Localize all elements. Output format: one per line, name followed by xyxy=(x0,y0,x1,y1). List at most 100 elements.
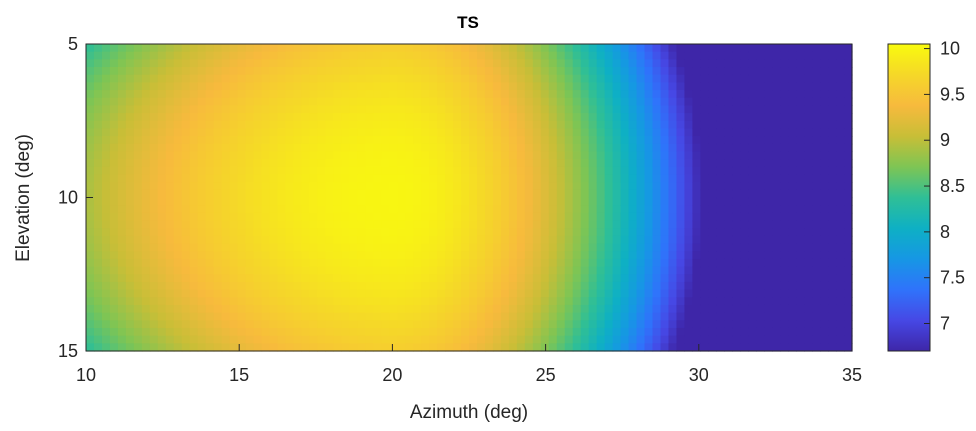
heatmap-cell xyxy=(732,59,741,68)
heatmap-cell xyxy=(333,251,342,260)
heatmap-cell xyxy=(189,120,199,130)
heatmap-cell xyxy=(349,327,358,337)
heatmap-cell xyxy=(828,136,837,145)
heatmap-cell xyxy=(469,243,478,252)
heatmap-cell xyxy=(397,151,406,160)
heatmap-cell xyxy=(764,136,773,145)
heatmap-cell xyxy=(676,274,686,283)
heatmap-cell xyxy=(333,44,342,53)
heatmap-cell xyxy=(572,128,582,137)
heatmap-cell xyxy=(772,228,781,237)
heatmap-cell xyxy=(564,113,574,122)
heatmap-cell xyxy=(556,304,566,314)
heatmap-cell xyxy=(772,51,781,60)
heatmap-cell xyxy=(564,197,574,206)
heatmap-cell xyxy=(165,205,175,214)
heatmap-cell xyxy=(325,281,334,291)
heatmap-cell xyxy=(237,320,247,329)
heatmap-cell xyxy=(684,266,694,275)
heatmap-cell xyxy=(357,74,366,83)
heatmap-cell xyxy=(197,335,207,344)
heatmap-cell xyxy=(117,120,127,130)
heatmap-cell xyxy=(820,335,829,344)
heatmap-cell xyxy=(157,258,167,268)
heatmap-cell xyxy=(836,335,845,344)
heatmap-cell xyxy=(652,166,662,176)
heatmap-cell xyxy=(492,235,502,245)
heatmap-cell xyxy=(804,228,813,237)
heatmap-cell xyxy=(828,105,837,114)
heatmap-cell xyxy=(365,312,374,321)
heatmap-cell xyxy=(237,235,247,245)
heatmap-cell xyxy=(780,166,789,176)
heatmap-cell xyxy=(636,266,646,275)
heatmap-cell xyxy=(740,266,749,275)
heatmap-cell xyxy=(413,304,422,314)
heatmap-cell xyxy=(229,189,239,199)
heatmap-cell xyxy=(516,235,526,245)
heatmap-cell xyxy=(421,59,430,68)
heatmap-cell xyxy=(173,220,183,229)
heatmap-cell xyxy=(421,205,430,214)
heatmap-cell xyxy=(668,182,678,191)
heatmap-cell xyxy=(844,120,853,130)
heatmap-cell xyxy=(245,258,255,268)
heatmap-cell xyxy=(836,166,845,176)
heatmap-cell xyxy=(429,327,438,337)
heatmap-cell xyxy=(125,220,135,229)
heatmap-cell xyxy=(476,205,486,214)
heatmap-cell xyxy=(437,128,446,137)
heatmap-cell xyxy=(173,174,183,183)
heatmap-cell xyxy=(149,212,159,222)
heatmap-cell xyxy=(764,197,773,206)
heatmap-cell xyxy=(748,289,757,298)
heatmap-cell xyxy=(237,159,247,168)
heatmap-cell xyxy=(548,304,558,314)
heatmap-cell xyxy=(389,258,398,268)
heatmap-cell xyxy=(548,266,558,275)
heatmap-cell xyxy=(572,174,582,183)
heatmap-cell xyxy=(413,44,422,53)
heatmap-cell xyxy=(828,97,837,106)
heatmap-cell xyxy=(197,320,207,329)
heatmap-cell xyxy=(325,97,334,106)
heatmap-cell xyxy=(301,82,311,91)
heatmap-cell xyxy=(508,205,518,214)
heatmap-cell xyxy=(341,51,350,60)
heatmap-cell xyxy=(261,90,271,99)
heatmap-cell xyxy=(604,67,614,76)
heatmap-cell xyxy=(437,82,446,91)
heatmap-cell xyxy=(213,343,223,352)
heatmap-cell xyxy=(604,266,614,275)
heatmap-cell xyxy=(197,44,207,53)
heatmap-cell xyxy=(317,97,326,106)
heatmap-cell xyxy=(277,235,287,245)
heatmap-cell xyxy=(381,143,390,153)
heatmap-cell xyxy=(740,113,749,122)
heatmap-cell xyxy=(476,212,486,222)
heatmap-cell xyxy=(261,205,271,214)
heatmap-cell xyxy=(564,343,574,352)
heatmap-cell xyxy=(269,174,279,183)
heatmap-cell xyxy=(397,82,406,91)
heatmap-cell xyxy=(820,205,829,214)
heatmap-cell xyxy=(652,274,662,283)
heatmap-cell xyxy=(484,235,494,245)
heatmap-cell xyxy=(676,343,686,352)
heatmap-cell xyxy=(708,105,717,114)
heatmap-cell xyxy=(748,220,757,229)
heatmap-cell xyxy=(612,205,622,214)
heatmap-cell xyxy=(836,182,845,191)
heatmap-cell xyxy=(389,220,398,229)
heatmap-cell xyxy=(253,174,263,183)
heatmap-cell xyxy=(700,82,709,91)
heatmap-cell xyxy=(149,113,159,122)
heatmap-cell xyxy=(668,205,678,214)
heatmap-cell xyxy=(237,243,247,252)
heatmap-cell xyxy=(812,44,821,53)
heatmap-cell xyxy=(628,136,638,145)
heatmap-cell xyxy=(596,220,606,229)
heatmap-cell xyxy=(556,320,566,329)
heatmap-cell xyxy=(612,235,622,245)
heatmap-cell xyxy=(804,59,813,68)
